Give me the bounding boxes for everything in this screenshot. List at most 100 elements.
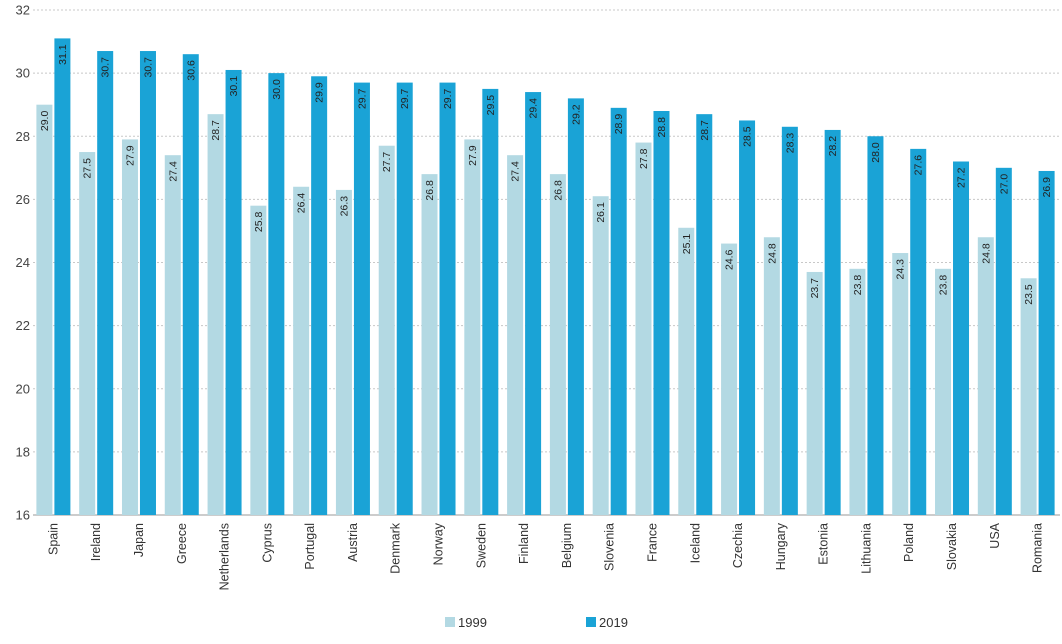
y-tick-label: 18 [16,444,30,459]
data-label: 24.8 [766,243,778,264]
data-label: 27.0 [998,174,1010,195]
x-tick-label: Estonia [817,523,831,565]
x-tick-label: Poland [902,523,916,562]
bar-1999 [293,186,310,515]
bar-2019 [781,126,798,515]
bar-2019 [396,82,413,515]
bar-1999 [635,142,652,515]
data-label: 26.8 [424,180,436,201]
bar-1999 [250,205,267,515]
bar-1999 [421,174,438,515]
data-label: 27.9 [124,145,136,166]
data-label: 30.7 [100,57,112,78]
data-label: 29.9 [314,82,326,103]
y-tick-label: 16 [16,508,30,523]
bar-2019 [225,69,242,515]
bar-2019 [653,111,670,515]
data-label: 27.5 [82,158,94,179]
bar-2019 [439,82,456,515]
data-label: 29.7 [356,88,368,109]
data-label: 26.3 [338,196,350,217]
data-label: 25.8 [253,212,265,233]
data-label: 24.3 [895,259,907,280]
x-tick-label: Finland [517,523,531,564]
bar-1999 [849,268,866,515]
data-label: 23.5 [1023,284,1035,305]
x-tick-label: Iceland [688,523,702,563]
bar-1999 [763,237,780,515]
bar-1999 [592,196,609,515]
bar-2019 [610,107,627,515]
bar-2019 [525,92,542,515]
data-label: 28.3 [784,133,796,154]
x-tick-label: Greece [175,523,189,564]
bar-2019 [97,51,114,515]
x-tick-label: Netherlands [218,523,232,590]
data-label: 29.7 [399,88,411,109]
y-tick-label: 30 [16,66,30,81]
bar-1999 [977,237,994,515]
data-label: 30.7 [142,57,154,78]
bar-2019 [353,82,370,515]
data-label: 26.4 [296,193,308,214]
x-tick-label: Japan [132,523,146,557]
data-label: 28.2 [827,136,839,157]
bar-2019 [54,38,71,515]
y-tick-label: 28 [16,129,30,144]
data-label: 27.9 [467,145,479,166]
bar-1999 [678,227,695,515]
bar-2019 [739,120,756,515]
bar-2019 [867,136,884,515]
bar-2019 [1038,170,1055,515]
bar-1999 [464,139,481,515]
bar-2019 [139,51,156,515]
x-tick-label: Belgium [560,523,574,568]
data-label: 29.7 [442,88,454,109]
bar-1999 [935,268,952,515]
y-tick-label: 24 [16,255,30,270]
bar-1999 [121,139,138,515]
data-label: 29.2 [570,104,582,125]
data-label: 27.6 [913,155,925,176]
data-label: 26.8 [552,180,564,201]
bar-1999 [378,145,395,515]
x-tick-label: Slovenia [603,523,617,571]
data-label: 28.9 [613,114,625,135]
x-tick-label: Czechia [731,523,745,568]
bar-2019 [182,54,199,515]
x-tick-label: Hungary [774,522,788,570]
data-label: 23.8 [852,275,864,296]
data-label: 27.4 [167,161,179,182]
x-tick-label: Cyprus [260,523,274,563]
bar-2019 [824,129,841,515]
data-label: 28.0 [870,142,882,163]
bar-1999 [1020,278,1037,515]
x-tick-label: Sweden [474,523,488,568]
bar-1999 [721,243,738,515]
bar-1999 [507,155,524,515]
bar-1999 [806,271,823,515]
bar-2019 [482,88,499,515]
data-label: 23.7 [809,278,821,299]
data-label: 26.1 [595,202,607,223]
bar-1999 [36,104,53,515]
data-label: 30.1 [228,76,240,97]
x-tick-label: Ireland [89,523,103,561]
bar-2019 [953,161,970,515]
data-label: 28.5 [742,126,754,147]
y-tick-label: 26 [16,192,30,207]
legend-swatch [586,617,596,627]
data-label: 27.7 [381,152,393,173]
bar-2019 [910,148,927,515]
data-label: 29.4 [528,98,540,119]
legend-label: 1999 [458,615,487,630]
x-tick-label: Spain [46,523,60,555]
x-tick-label: Romania [1031,523,1045,573]
data-label: 28.7 [699,120,711,141]
bar-2019 [995,167,1012,515]
x-tick-label: Norway [432,522,446,565]
data-label: 24.8 [980,243,992,264]
data-label: 29.0 [39,111,51,132]
data-label: 31.1 [57,44,69,65]
